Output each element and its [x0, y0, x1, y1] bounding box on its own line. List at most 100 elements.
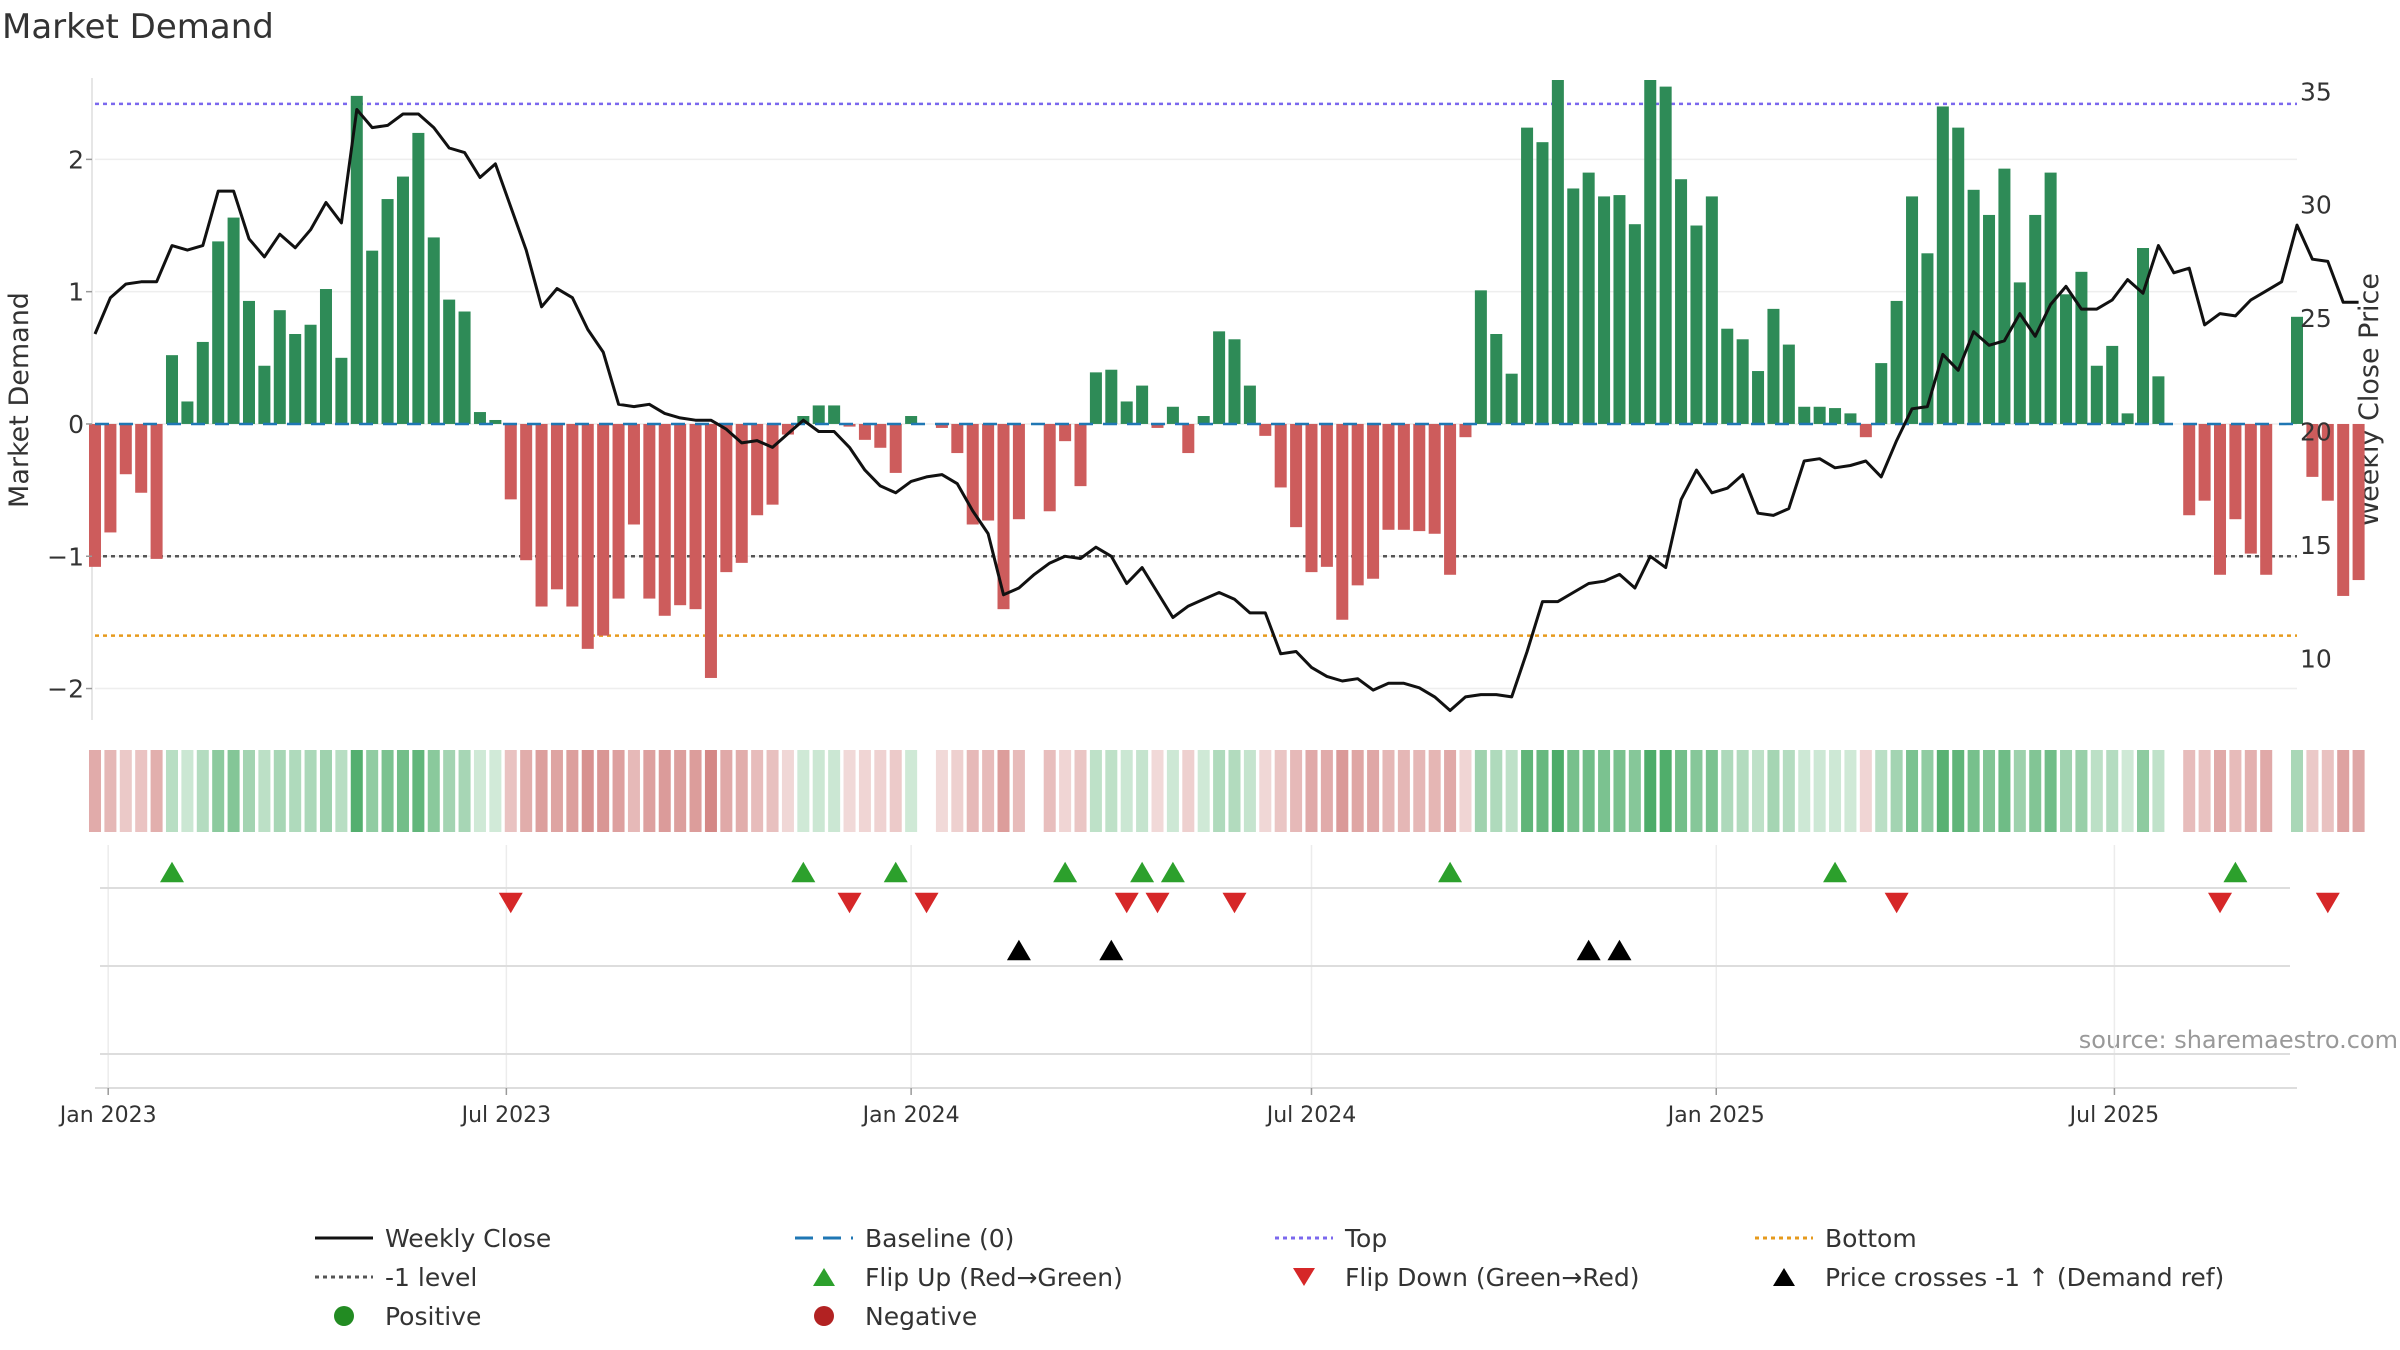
x-tick-label: Jan 2023 [58, 1103, 157, 1128]
demand-bar [2121, 413, 2134, 424]
demand-bar [2013, 282, 2026, 424]
demand-bar [1228, 339, 1241, 424]
heat-cell [674, 750, 687, 832]
heat-cell [412, 750, 425, 832]
heat-cell [289, 750, 302, 832]
demand-bar [1490, 334, 1503, 424]
heat-cell [1875, 750, 1888, 832]
legend-label: Top [1344, 1224, 1387, 1253]
demand-bar [396, 176, 409, 424]
demand-bar [1767, 308, 1780, 424]
demand-bar [550, 423, 563, 590]
demand-bar [1598, 196, 1611, 424]
demand-bar [304, 324, 317, 424]
heat-cell [1274, 750, 1287, 832]
flip-down-marker [1222, 892, 1247, 914]
demand-bar [119, 423, 132, 475]
left-tick-label: 0 [68, 410, 84, 439]
demand-bar [227, 217, 240, 424]
demand-bar [720, 423, 733, 573]
heat-cell [2044, 750, 2057, 832]
demand-bar [843, 423, 856, 427]
demand-bar [1859, 423, 1872, 438]
demand-bar [1875, 363, 1888, 424]
left-axis-label: Market Demand [4, 292, 35, 508]
heat-cell [2152, 750, 2165, 832]
demand-bar [1182, 423, 1195, 454]
heat-cell [597, 750, 610, 832]
demand-bar [2029, 214, 2042, 424]
demand-bar [1367, 423, 1380, 579]
heat-cell [350, 750, 363, 832]
price-cross-marker [1099, 939, 1124, 961]
heat-cell [1598, 750, 1611, 832]
heat-cell [396, 750, 409, 832]
heat-cell [735, 750, 748, 832]
heat-cell [689, 750, 702, 832]
demand-bar [1043, 423, 1056, 512]
heat-cell [627, 750, 640, 832]
heat-cell [1213, 750, 1226, 832]
demand-bar [2075, 271, 2088, 424]
demand-bar [335, 357, 348, 424]
demand-bar [674, 423, 687, 606]
demand-bar [319, 289, 332, 424]
flip-down-marker [837, 892, 862, 914]
reference-lines [95, 102, 2297, 637]
heat-cell [2013, 750, 2026, 832]
heat-cell [874, 750, 887, 832]
heat-cell [581, 750, 594, 832]
flip-up-marker [791, 861, 816, 883]
x-tick-label: Jul 2023 [460, 1103, 552, 1128]
demand-bar [1644, 80, 1657, 424]
heat-cell [319, 750, 332, 832]
heat-cell [1644, 750, 1657, 832]
legend-dot-icon [334, 1306, 354, 1326]
demand-bar [2044, 172, 2057, 424]
demand-bar [1012, 423, 1025, 520]
heat-cell [150, 750, 163, 832]
demand-bar [1536, 142, 1549, 424]
heat-cell [1397, 750, 1410, 832]
heat-cell [1782, 750, 1795, 832]
flip-down-marker [914, 892, 939, 914]
demand-bar [2337, 423, 2350, 596]
flip-up-marker [159, 861, 184, 883]
heat-cell [1290, 750, 1303, 832]
flip-up-marker [1823, 861, 1848, 883]
heat-cell [1413, 750, 1426, 832]
heat-cell [2060, 750, 2073, 832]
demand-bar [828, 405, 841, 424]
demand-bar [2106, 345, 2119, 424]
demand-bar [443, 299, 456, 424]
demand-bar [1305, 423, 1318, 573]
heat-cell [1259, 750, 1272, 832]
heat-cell [1059, 750, 1072, 832]
demand-bar [2306, 423, 2319, 477]
heat-cell [951, 750, 964, 832]
heat-cell [88, 750, 102, 832]
heat-cell [858, 750, 871, 832]
heat-cell [165, 750, 178, 832]
demand-bar [1351, 423, 1364, 586]
heat-cell [443, 750, 456, 832]
heat-cell [2352, 750, 2365, 832]
demand-bar [766, 423, 779, 505]
demand-bar [1444, 423, 1457, 575]
heat-cell [212, 750, 225, 832]
demand-bar [427, 237, 440, 424]
demand-bar [381, 199, 394, 424]
demand-bar [1166, 406, 1179, 424]
demand-bar [1782, 344, 1795, 424]
heat-cell [2029, 750, 2042, 832]
demand-bar [2244, 423, 2257, 554]
flip-up-marker [1438, 861, 1463, 883]
heat-cell [1613, 750, 1626, 832]
demand-bar [997, 423, 1010, 610]
demand-bar [581, 423, 594, 649]
demand-bar [1243, 385, 1256, 424]
demand-bar [1274, 423, 1287, 488]
demand-bars [88, 80, 2365, 678]
price-cross-marker [1576, 939, 1601, 961]
